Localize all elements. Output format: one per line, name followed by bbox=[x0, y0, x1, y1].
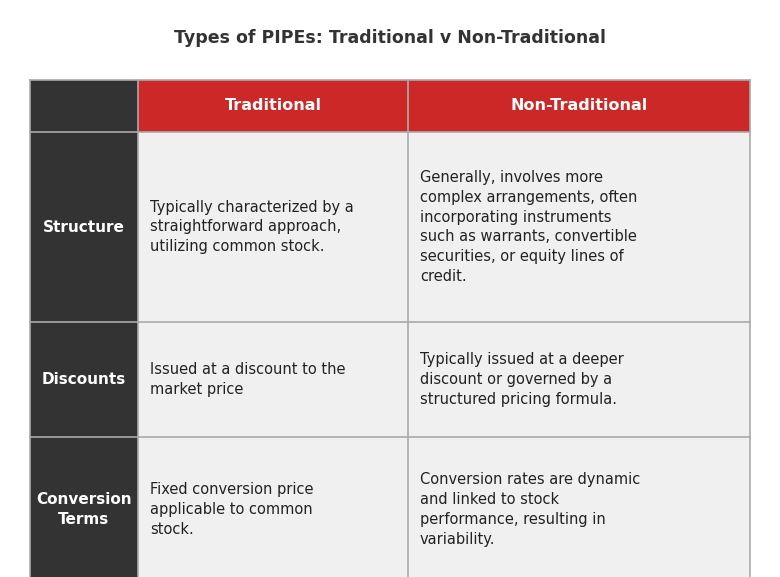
Text: Conversion rates are dynamic
and linked to stock
performance, resulting in
varia: Conversion rates are dynamic and linked … bbox=[420, 473, 640, 546]
Bar bbox=[30, 132, 138, 322]
Bar bbox=[408, 132, 750, 322]
Bar bbox=[408, 437, 750, 577]
Text: Typically issued at a deeper
discount or governed by a
structured pricing formul: Typically issued at a deeper discount or… bbox=[420, 352, 624, 407]
Text: Discounts: Discounts bbox=[42, 372, 126, 387]
Text: Traditional: Traditional bbox=[225, 99, 321, 114]
Text: Structure: Structure bbox=[43, 219, 125, 234]
Bar bbox=[138, 322, 408, 437]
Text: Typically characterized by a
straightforward approach,
utilizing common stock.: Typically characterized by a straightfor… bbox=[150, 200, 354, 254]
Bar bbox=[138, 80, 408, 132]
Bar bbox=[408, 322, 750, 437]
Bar bbox=[138, 437, 408, 577]
Bar bbox=[30, 437, 138, 577]
Text: Non-Traditional: Non-Traditional bbox=[510, 99, 647, 114]
Bar bbox=[30, 80, 138, 132]
Text: Issued at a discount to the
market price: Issued at a discount to the market price bbox=[150, 362, 346, 397]
Bar bbox=[138, 132, 408, 322]
Text: Fixed conversion price
applicable to common
stock.: Fixed conversion price applicable to com… bbox=[150, 482, 314, 537]
Text: Generally, involves more
complex arrangements, often
incorporating instruments
s: Generally, involves more complex arrange… bbox=[420, 170, 637, 284]
Bar bbox=[30, 322, 138, 437]
Text: Types of PIPEs: Traditional v Non-Traditional: Types of PIPEs: Traditional v Non-Tradit… bbox=[174, 29, 606, 47]
Text: Conversion
Terms: Conversion Terms bbox=[36, 492, 132, 527]
Bar bbox=[408, 80, 750, 132]
